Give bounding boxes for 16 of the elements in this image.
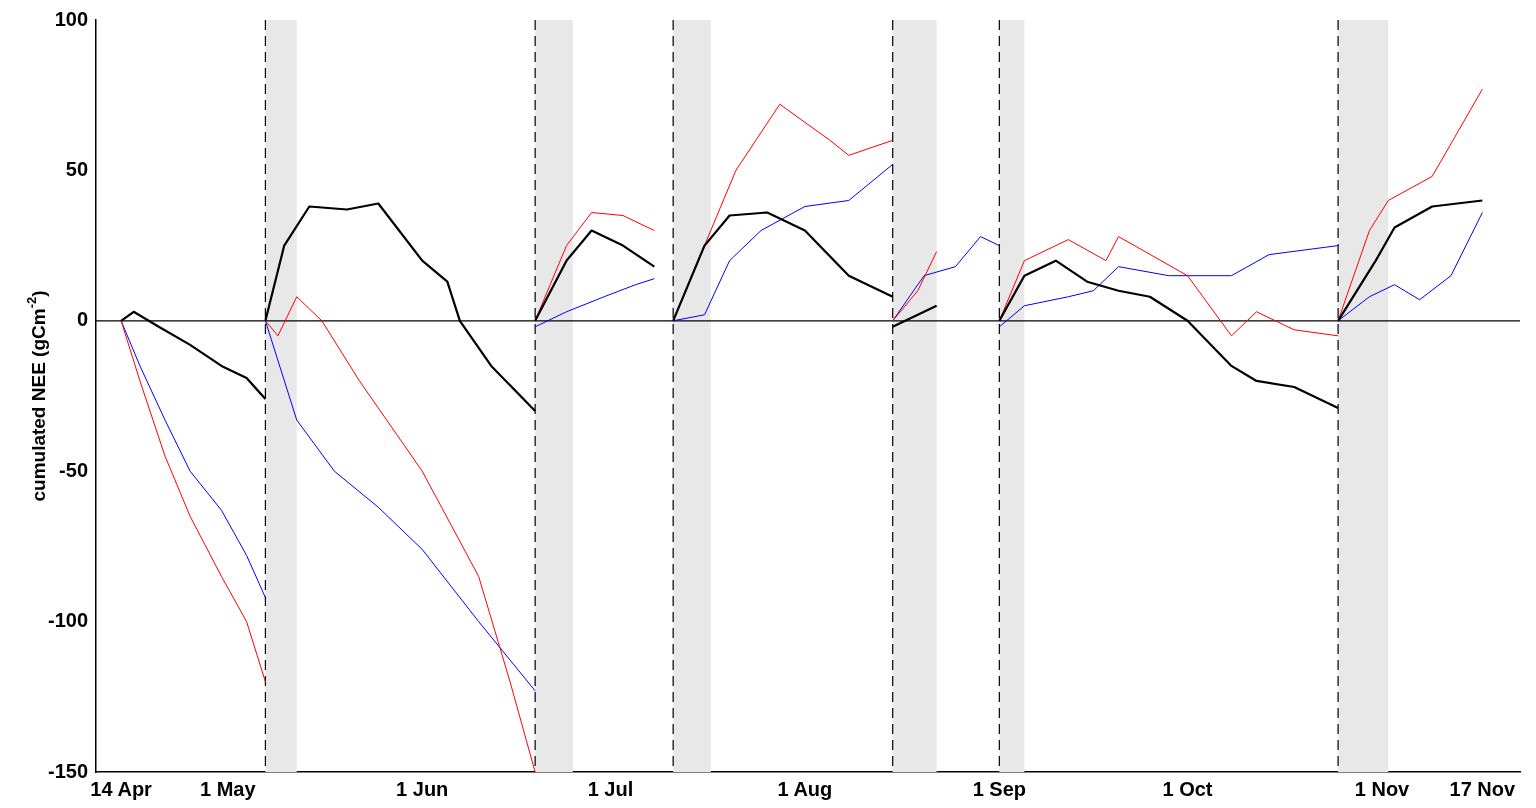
x-tick-label: 1 Nov <box>1354 777 1411 800</box>
y-tick-label: 50 <box>65 157 89 180</box>
x-tick-label: 1 Jun <box>396 777 449 800</box>
y-tick-label: 0 <box>76 308 89 331</box>
y-tick-label: -100 <box>48 609 89 632</box>
y-tick-label: -150 <box>48 759 89 782</box>
x-tick-label: 17 Nov <box>1449 777 1517 800</box>
x-tick-label: 1 Oct <box>1162 777 1213 800</box>
x-tick-label: 14 Apr <box>90 777 153 800</box>
y-tick-label: 100 <box>54 7 89 30</box>
x-tick-label: 1 Sep <box>972 777 1027 800</box>
y-tick-label: -50 <box>59 458 89 481</box>
x-tick-label: 1 May <box>199 777 257 800</box>
y-axis-title: cumulated NEE (gCm-2) <box>23 290 50 502</box>
x-tick-label: 1 Aug <box>777 777 833 800</box>
x-tick-label: 1 Jul <box>587 777 634 800</box>
